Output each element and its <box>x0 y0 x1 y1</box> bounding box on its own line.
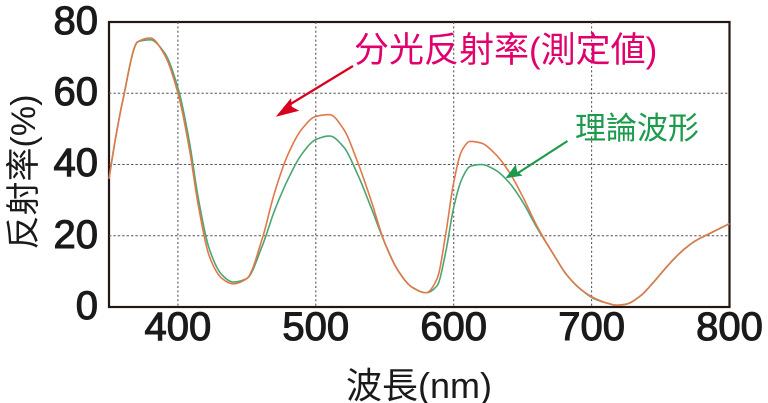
svg-text:60: 60 <box>54 70 99 114</box>
svg-text:分光反射率(測定値): 分光反射率(測定値) <box>354 31 657 70</box>
svg-text:500: 500 <box>282 305 349 349</box>
svg-text:40: 40 <box>54 141 99 185</box>
svg-text:波長(nm): 波長(nm) <box>346 365 492 403</box>
svg-text:0: 0 <box>76 284 98 328</box>
svg-text:800: 800 <box>696 305 763 349</box>
svg-text:700: 700 <box>558 305 625 349</box>
svg-text:20: 20 <box>54 213 99 257</box>
svg-text:400: 400 <box>145 305 212 349</box>
svg-text:理論波形: 理論波形 <box>575 111 699 146</box>
svg-text:80: 80 <box>54 0 99 43</box>
svg-text:反射率(%): 反射率(%) <box>5 95 43 250</box>
svg-text:600: 600 <box>420 305 487 349</box>
